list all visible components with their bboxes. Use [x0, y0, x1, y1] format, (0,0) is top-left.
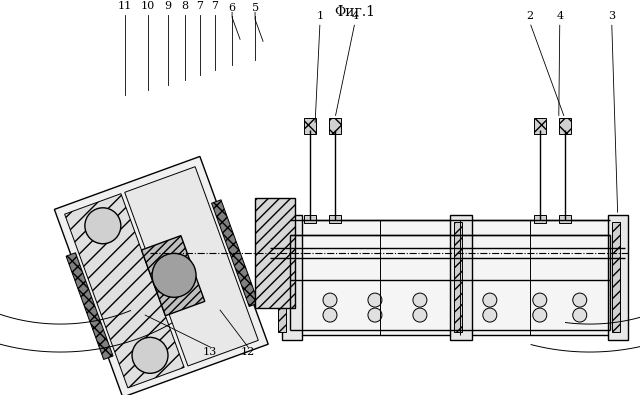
Circle shape [152, 253, 196, 297]
Bar [304, 215, 316, 223]
Bar [612, 222, 620, 332]
Circle shape [413, 293, 427, 307]
Bar [608, 215, 628, 340]
Text: 4: 4 [351, 11, 358, 21]
Polygon shape [125, 167, 259, 366]
Bar [290, 220, 610, 335]
Bar [534, 215, 546, 223]
Text: 5: 5 [252, 4, 259, 13]
Text: 9: 9 [164, 1, 172, 11]
Bar [329, 118, 341, 134]
Text: 11: 11 [118, 1, 132, 11]
Text: 13: 13 [203, 347, 217, 357]
Circle shape [573, 308, 587, 322]
Bar [534, 118, 546, 134]
Circle shape [483, 308, 497, 322]
Text: 2: 2 [526, 11, 533, 21]
Circle shape [368, 308, 382, 322]
Bar [278, 222, 286, 332]
Bar [282, 215, 302, 340]
Polygon shape [141, 236, 205, 316]
Circle shape [368, 293, 382, 307]
Text: 10: 10 [141, 1, 156, 11]
Text: 7: 7 [196, 1, 204, 11]
Circle shape [132, 337, 168, 373]
Bar [304, 118, 316, 134]
Bar [329, 215, 341, 223]
Text: 6: 6 [228, 4, 236, 13]
Bar [559, 215, 571, 223]
Circle shape [532, 308, 547, 322]
Circle shape [85, 208, 121, 244]
Bar [255, 198, 295, 308]
Text: Φиг.1: Φиг.1 [335, 6, 376, 19]
Polygon shape [54, 156, 268, 395]
Text: 7: 7 [212, 1, 219, 11]
Circle shape [413, 308, 427, 322]
Text: 1: 1 [316, 11, 324, 21]
Polygon shape [65, 194, 184, 388]
Text: 3: 3 [608, 11, 615, 21]
Circle shape [323, 308, 337, 322]
Circle shape [323, 293, 337, 307]
Bar [454, 222, 462, 332]
Bar [450, 215, 472, 340]
Circle shape [532, 293, 547, 307]
Polygon shape [66, 253, 113, 359]
Polygon shape [212, 200, 259, 307]
Text: 8: 8 [182, 1, 189, 11]
Text: 4: 4 [556, 11, 563, 21]
Circle shape [483, 293, 497, 307]
Bar [559, 118, 571, 134]
Circle shape [573, 293, 587, 307]
Text: 12: 12 [241, 347, 255, 357]
